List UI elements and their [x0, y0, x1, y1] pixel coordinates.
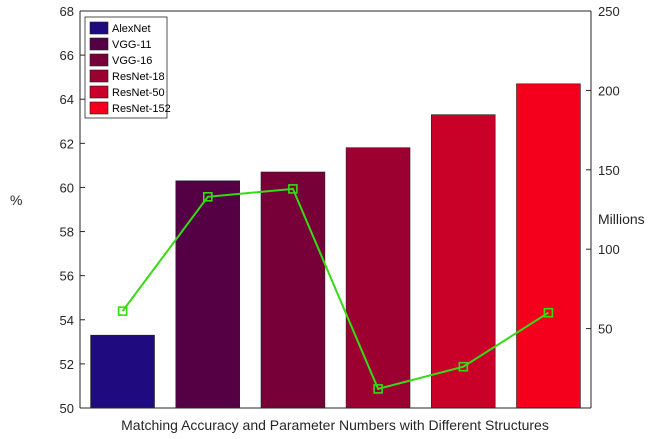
parameter-point-resnet-152: [543, 307, 554, 318]
legend-label-alexnet: AlexNet: [112, 23, 151, 35]
right-tick-label: 100: [598, 242, 620, 257]
left-tick-label: 62: [60, 136, 74, 151]
legend-swatch-resnet-50: [89, 85, 109, 99]
legend-swatch-resnet-18: [89, 69, 109, 83]
left-tick-label: 56: [60, 269, 74, 284]
left-tick-label: 50: [60, 401, 74, 416]
legend-swatch-alexnet: [89, 21, 109, 35]
left-tick-label: 68: [60, 4, 74, 19]
y2-axis-label: Millions: [598, 211, 645, 227]
right-tick-label: 200: [598, 83, 620, 98]
legend-swatch-resnet-152: [89, 101, 109, 115]
legend-label-resnet-18: ResNet-18: [112, 71, 165, 83]
bar-alexnet: [90, 334, 155, 409]
bar-resnet-18: [345, 147, 411, 409]
legend-label-vgg-16: VGG-16: [112, 55, 152, 67]
left-tick-label: 54: [60, 313, 74, 328]
bar-resnet-50: [430, 114, 496, 409]
bar-vgg-11: [175, 180, 241, 409]
legend: AlexNet VGG-11 VGG-16 ResNet-18 ResNet-50 Res…: [84, 16, 171, 119]
left-tick-label: 64: [60, 92, 74, 107]
parameter-point-vgg-11: [203, 192, 213, 202]
right-tick-label: 150: [598, 163, 620, 178]
legend-label-vgg-11: VGG-11: [112, 39, 152, 51]
left-tick-label: 58: [60, 225, 74, 240]
y-axis-label: %: [10, 192, 22, 208]
left-tick-label: 66: [60, 48, 74, 63]
parameter-point-resnet-50: [458, 361, 469, 372]
bar-resnet-152: [516, 83, 581, 409]
right-tick-label: 250: [598, 4, 620, 19]
parameter-point-vgg-16: [288, 184, 298, 194]
legend-label-resnet-50: ResNet-50: [112, 87, 165, 99]
parameter-point-resnet-18: [373, 384, 383, 394]
x-axis-label: Matching Accuracy and Parameter Numbers …: [121, 417, 549, 433]
parameter-line: [121, 187, 549, 391]
left-tick-label: 52: [60, 357, 74, 372]
left-tick-label: 60: [60, 180, 74, 195]
right-tick-label: 50: [598, 322, 612, 337]
legend-label-resnet-152: ResNet-152: [112, 103, 171, 115]
legend-swatch-vgg-11: [89, 37, 109, 51]
legend-swatch-vgg-16: [89, 53, 109, 67]
bar-vgg-16: [260, 171, 326, 409]
parameter-point-alexnet: [117, 306, 128, 316]
